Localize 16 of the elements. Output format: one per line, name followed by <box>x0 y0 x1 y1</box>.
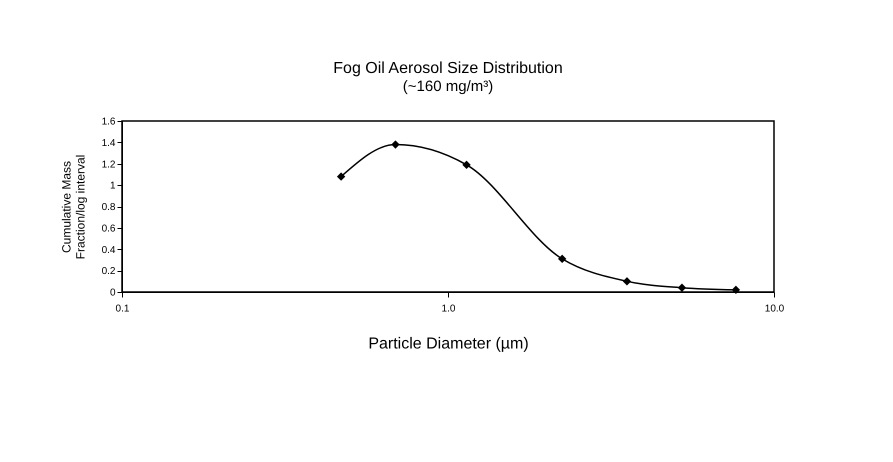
y-tick-label: 1.4 <box>102 138 116 149</box>
x-tick-label: 10.0 <box>764 304 785 314</box>
x-axis-title: Particle Diameter (µm) <box>368 336 529 352</box>
y-tick-label: 0.6 <box>102 223 116 234</box>
chart-subtitle: (~160 mg/m³) <box>402 78 494 95</box>
y-tick-label: 1 <box>110 180 116 192</box>
y-tick-label: 1.6 <box>102 116 116 128</box>
y-axis-title: Cumulative Mass Fraction/log interval <box>60 154 88 260</box>
y-tick-label: 0.4 <box>102 244 116 256</box>
y-tick-label: 1.2 <box>102 159 116 170</box>
y-tick-label: 0.8 <box>102 202 116 213</box>
chart-title: Fog Oil Aerosol Size Distribution <box>333 60 563 77</box>
y-tick-label: 0.2 <box>102 266 116 278</box>
x-tick-label: 1.0 <box>442 304 456 314</box>
x-tick-label: 0.1 <box>116 304 130 314</box>
y-tick-label: 0 <box>110 288 116 298</box>
